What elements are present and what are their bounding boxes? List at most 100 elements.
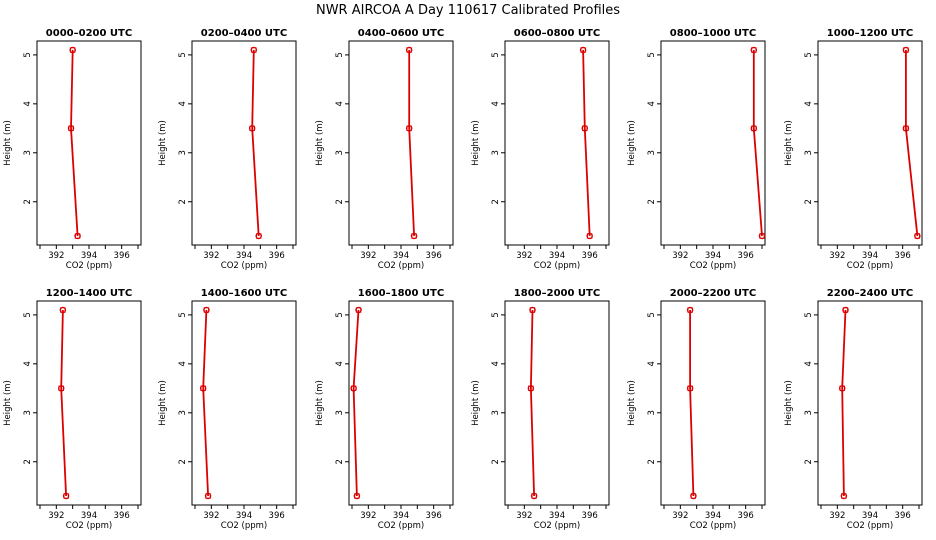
x-tick-label: 392 (829, 511, 845, 521)
data-point-square (74, 233, 81, 239)
y-tick-label: 3 (23, 410, 33, 415)
x-tick-label: 392 (203, 251, 219, 261)
x-axis-label: CO2 (ppm) (847, 521, 893, 531)
plot-frame (348, 40, 454, 246)
data-point-square (687, 385, 693, 392)
data-point-square (842, 307, 849, 313)
profile-line (251, 49, 260, 237)
x-tick-label: 394 (862, 511, 878, 521)
y-tick-label: 3 (647, 410, 657, 415)
y-tick-label: 4 (23, 101, 33, 106)
y-tick-label: 5 (178, 52, 188, 57)
x-tick-label: 396 (114, 251, 130, 261)
y-axis-label: Height (m) (627, 120, 637, 166)
y-tick-label: 5 (491, 52, 501, 57)
data-point-square (63, 493, 69, 499)
y-tick-label: 2 (335, 459, 345, 464)
x-tick-label: 396 (426, 251, 442, 261)
x-axis-label: CO2 (ppm) (66, 521, 112, 531)
x-tick-label: 392 (829, 251, 845, 261)
y-tick-label: 3 (178, 150, 188, 155)
data-point-square (354, 493, 360, 499)
data-point-square (350, 385, 357, 392)
y-tick-label: 4 (335, 361, 345, 366)
data-point-square (687, 307, 693, 313)
x-axis-label: CO2 (ppm) (378, 521, 424, 531)
data-point-square (841, 493, 847, 499)
y-tick-label: 3 (491, 410, 501, 415)
panel-title: 0000–0200 UTC (46, 28, 132, 39)
y-tick-label: 5 (491, 312, 501, 317)
x-tick-label: 396 (738, 511, 754, 521)
y-axis-label: Height (m) (784, 380, 794, 426)
x-tick-label: 394 (236, 511, 252, 521)
plot-frame (348, 300, 454, 506)
panel-title: 2000–2200 UTC (670, 288, 756, 299)
x-axis-label: CO2 (ppm) (221, 261, 267, 271)
y-tick-label: 5 (647, 312, 657, 317)
data-point-square (531, 493, 537, 499)
y-tick-label: 2 (491, 199, 501, 204)
data-point-square (203, 307, 210, 313)
x-tick-label: 396 (269, 511, 285, 521)
profile-line (529, 309, 535, 497)
x-tick-label: 392 (516, 511, 532, 521)
data-point-square (582, 125, 588, 132)
y-axis-label: Height (m) (627, 380, 637, 426)
y-tick-label: 2 (23, 199, 33, 204)
profile-line (408, 50, 415, 237)
x-tick-label: 392 (672, 251, 688, 261)
plot-frame (660, 300, 766, 506)
y-tick-label: 5 (178, 312, 188, 317)
data-point-square (751, 125, 757, 132)
y-tick-label: 2 (335, 199, 345, 204)
y-tick-label: 3 (804, 410, 814, 415)
data-point-square (839, 385, 845, 392)
profile-line (352, 309, 360, 497)
profile-line (905, 50, 919, 237)
x-tick-label: 396 (895, 251, 911, 261)
y-axis-label: Height (m) (784, 120, 794, 166)
y-tick-label: 2 (23, 459, 33, 464)
y-tick-label: 4 (804, 361, 814, 366)
panel-title: 1200–1400 UTC (46, 288, 132, 299)
x-tick-label: 396 (269, 251, 285, 261)
data-point-square (411, 233, 417, 239)
y-axis-label: Height (m) (3, 120, 13, 166)
y-tick-label: 3 (335, 410, 345, 415)
data-point-square (529, 307, 536, 313)
y-axis-label: Height (m) (158, 380, 168, 426)
panel-title: 1800–2000 UTC (514, 288, 600, 299)
y-tick-label: 3 (491, 150, 501, 155)
data-point-square (355, 307, 362, 313)
x-tick-label: 392 (203, 511, 219, 521)
data-point-square (914, 233, 921, 239)
y-axis-label: Height (m) (471, 380, 481, 426)
x-tick-label: 396 (582, 251, 598, 261)
data-point-square (903, 125, 909, 132)
plot-frame (504, 40, 610, 246)
y-tick-label: 5 (23, 52, 33, 57)
profile-line (689, 310, 695, 497)
panel-title: 1000–1200 UTC (827, 28, 913, 39)
x-axis-label: CO2 (ppm) (534, 521, 580, 531)
x-axis-label: CO2 (ppm) (66, 261, 112, 271)
x-tick-label: 394 (549, 251, 565, 261)
x-tick-label: 394 (862, 251, 878, 261)
x-axis-label: CO2 (ppm) (690, 521, 736, 531)
data-point-square (759, 233, 765, 239)
plot-frame (504, 300, 610, 506)
data-point-square (690, 493, 697, 499)
panel-title: 0200–0400 UTC (201, 28, 287, 39)
y-tick-label: 4 (491, 361, 501, 366)
y-tick-label: 2 (647, 459, 657, 464)
profile-line (70, 49, 79, 237)
